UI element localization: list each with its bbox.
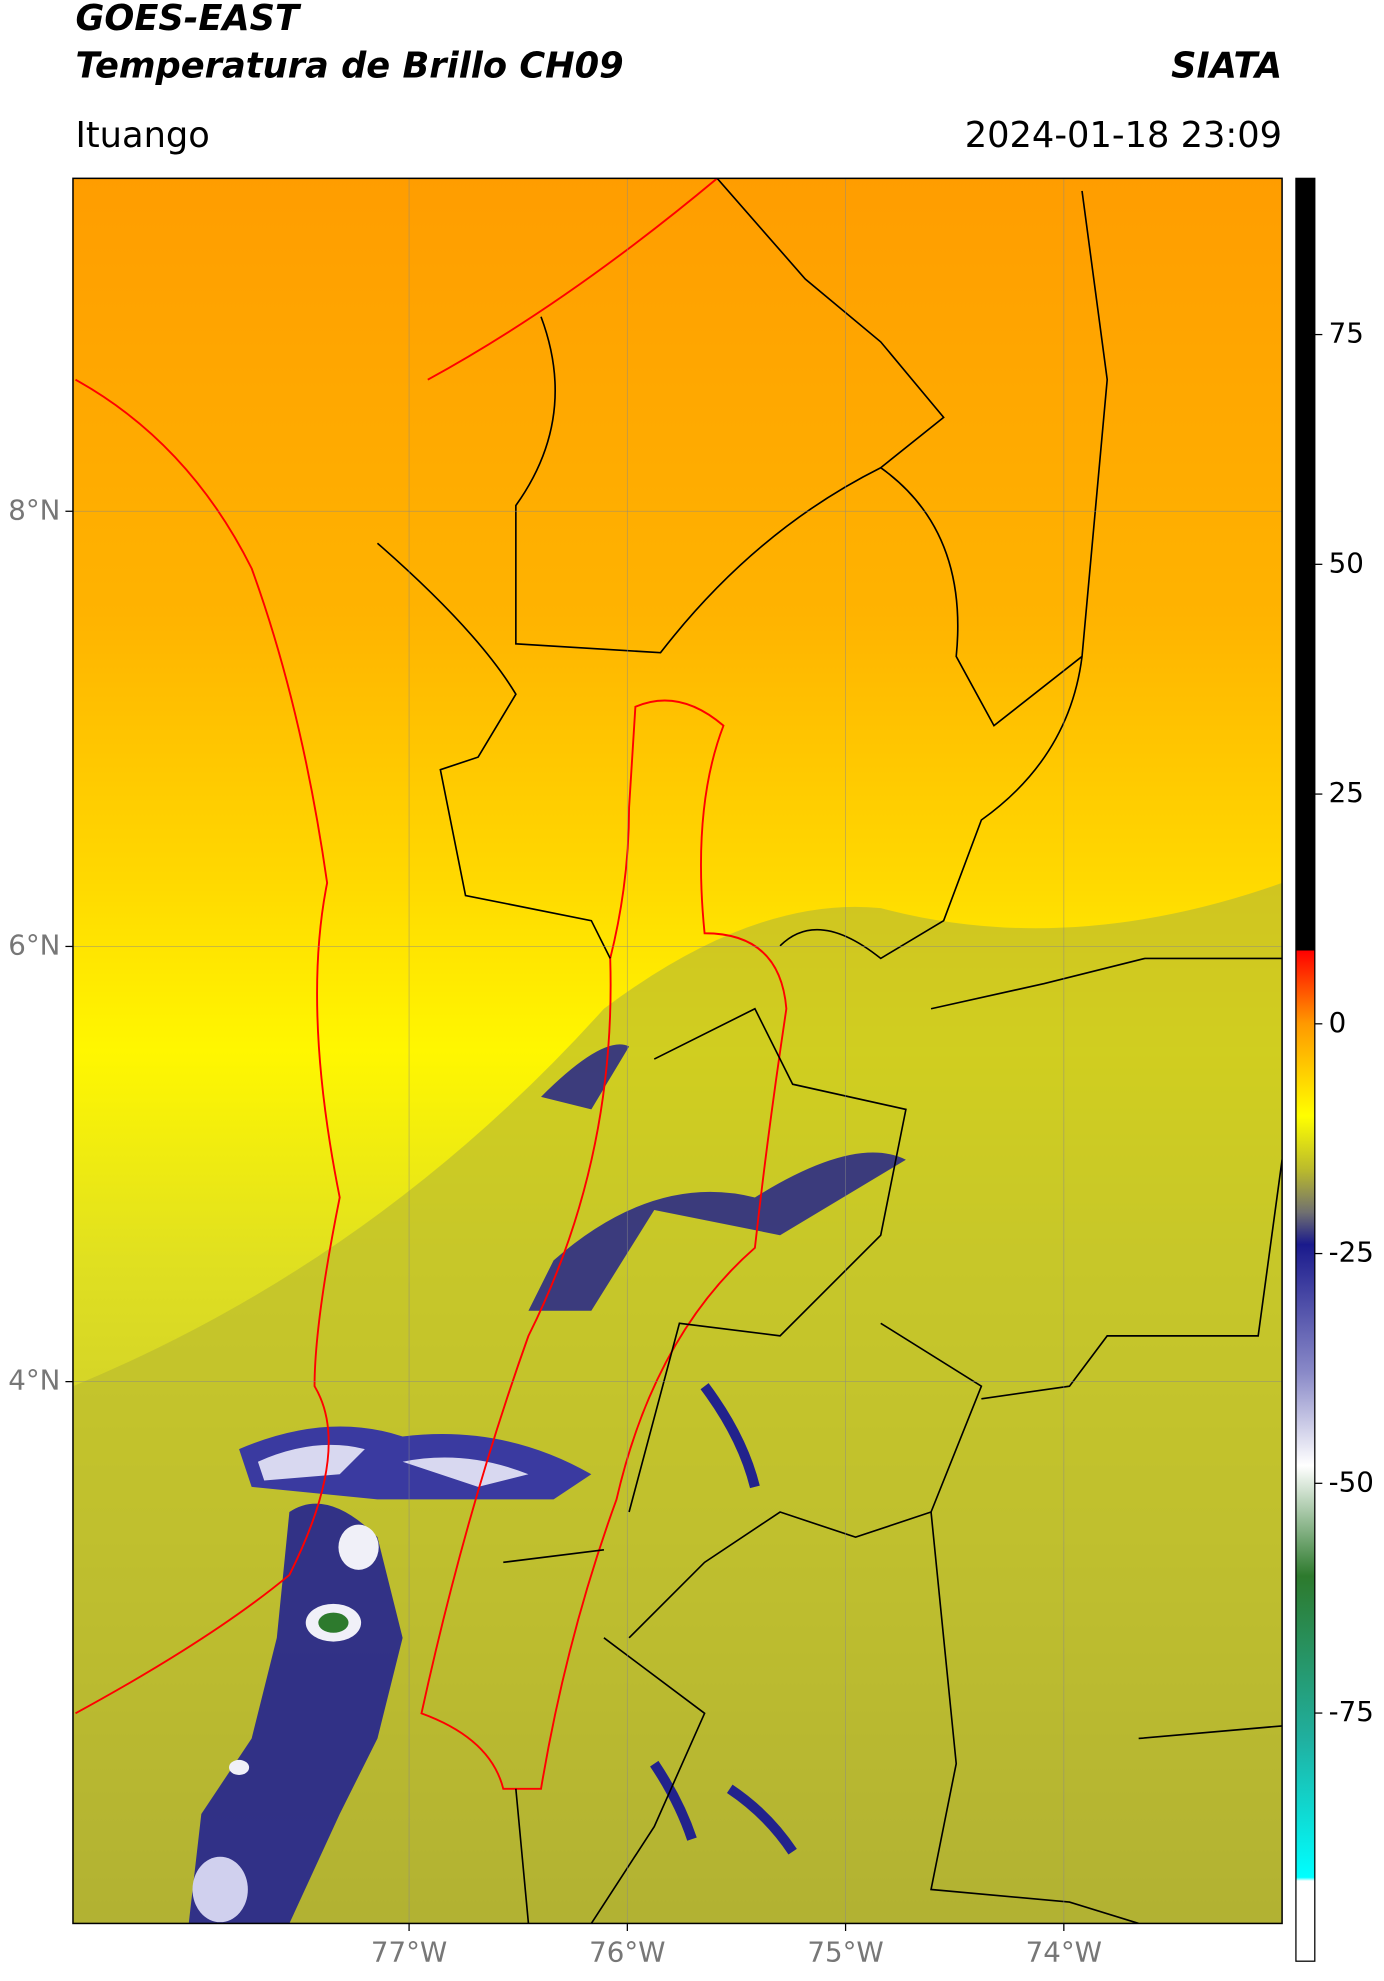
map-frame xyxy=(72,177,1283,1925)
y-tick-label: 8°N xyxy=(8,493,60,526)
y-tick-label: 4°N xyxy=(8,1364,60,1397)
y-tick-label: 6°N xyxy=(8,928,60,961)
colorbar-tick-label: -25 xyxy=(1329,1236,1374,1269)
region: Ituango xyxy=(75,115,209,156)
colorbar xyxy=(1295,177,1316,1962)
colorbar-tick-label: 25 xyxy=(1329,776,1364,809)
subtitle: Temperatura de Brillo CH09 xyxy=(75,46,623,87)
colorbar-tick-label: 0 xyxy=(1329,1006,1347,1039)
colorbar-tick-label: 75 xyxy=(1329,317,1364,350)
colorbar-tick-label: 50 xyxy=(1329,546,1364,579)
graticule: 77°W 76°W 75°W 74°W 8°N 6°N 4°N xyxy=(8,178,1283,1969)
x-tick-label: 76°W xyxy=(589,1936,665,1969)
colorbar-tick-label: -75 xyxy=(1329,1695,1374,1728)
x-tick-label: 77°W xyxy=(371,1936,447,1969)
x-tick-label: 75°W xyxy=(807,1936,883,1969)
date: 2024-01-18 23:09 xyxy=(965,115,1282,156)
map-image xyxy=(72,178,1283,1924)
x-tick-label: 74°W xyxy=(1026,1936,1102,1969)
title: GOES-EAST xyxy=(75,0,302,39)
agency: SIATA xyxy=(1171,46,1282,87)
colorbar-tick-label: -50 xyxy=(1329,1465,1374,1498)
